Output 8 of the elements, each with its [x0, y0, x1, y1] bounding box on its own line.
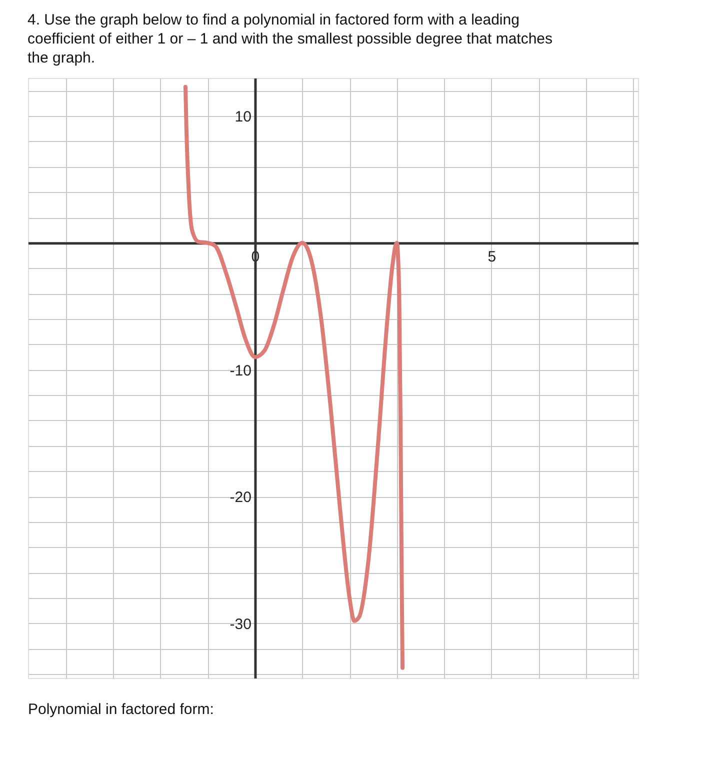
text: Polynomial in factored form: [28, 701, 214, 718]
y-tick-label: -20 [230, 489, 252, 506]
chart-title: 4. Use the graph below to find a polynomial in factored form with a leading coefficient of either 1 or – 1 and with the smallest possible degree that matches the graph. [28, 12, 553, 66]
line-series [183, 84, 405, 670]
y-tick-label: 10 [234, 108, 252, 126]
x-tick-label: 5 [488, 248, 496, 266]
y-tick-label: -10 [230, 362, 252, 380]
y-tick-label: -30 [230, 616, 252, 633]
